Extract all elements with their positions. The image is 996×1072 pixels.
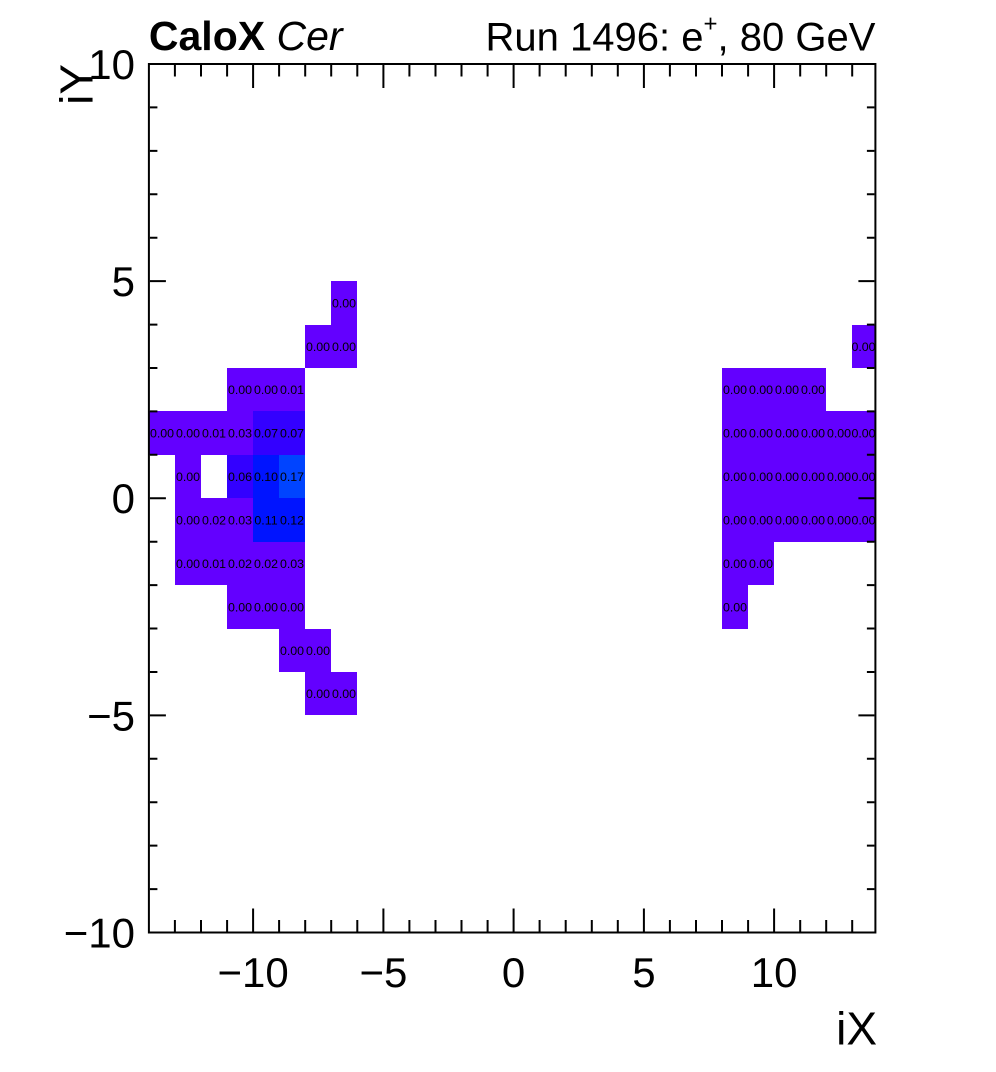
svg-text:0.00: 0.00 xyxy=(775,383,799,397)
svg-text:0: 0 xyxy=(112,475,135,522)
svg-text:0.00: 0.00 xyxy=(827,470,851,484)
svg-text:0.00: 0.00 xyxy=(801,514,825,528)
svg-text:0.00: 0.00 xyxy=(851,340,875,354)
svg-text:5: 5 xyxy=(112,258,135,305)
svg-text:0.00: 0.00 xyxy=(150,427,174,441)
svg-text:0.00: 0.00 xyxy=(775,470,799,484)
svg-text:0.02: 0.02 xyxy=(202,514,226,528)
svg-text:0.11: 0.11 xyxy=(254,514,277,528)
svg-text:0.00: 0.00 xyxy=(228,601,252,615)
svg-text:0.03: 0.03 xyxy=(280,557,304,571)
svg-text:10: 10 xyxy=(88,41,135,88)
svg-text:0.00: 0.00 xyxy=(306,644,330,658)
svg-text:iX: iX xyxy=(836,1003,877,1055)
svg-text:0.00: 0.00 xyxy=(254,383,278,397)
svg-text:0.02: 0.02 xyxy=(228,557,252,571)
svg-text:−10: −10 xyxy=(217,949,288,996)
svg-text:0.00: 0.00 xyxy=(851,427,875,441)
svg-text:0.00: 0.00 xyxy=(851,470,875,484)
svg-text:0.12: 0.12 xyxy=(280,514,304,528)
svg-text:0.00: 0.00 xyxy=(801,470,825,484)
svg-text:0.00: 0.00 xyxy=(749,514,773,528)
svg-text:0.07: 0.07 xyxy=(280,427,304,441)
svg-text:0: 0 xyxy=(502,949,525,996)
svg-text:5: 5 xyxy=(632,949,655,996)
svg-text:0.00: 0.00 xyxy=(749,427,773,441)
svg-text:0.01: 0.01 xyxy=(280,383,304,397)
svg-text:0.00: 0.00 xyxy=(332,340,356,354)
svg-text:0.00: 0.00 xyxy=(775,427,799,441)
svg-text:10: 10 xyxy=(751,949,798,996)
svg-text:0.00: 0.00 xyxy=(332,687,356,701)
svg-text:0.00: 0.00 xyxy=(851,514,875,528)
svg-text:0.07: 0.07 xyxy=(254,427,278,441)
svg-text:−5: −5 xyxy=(87,692,135,739)
svg-text:0.00: 0.00 xyxy=(749,383,773,397)
svg-text:0.00: 0.00 xyxy=(176,514,200,528)
svg-text:−5: −5 xyxy=(359,949,407,996)
svg-text:0.00: 0.00 xyxy=(801,427,825,441)
svg-text:0.00: 0.00 xyxy=(723,557,747,571)
svg-text:0.00: 0.00 xyxy=(176,427,200,441)
svg-text:0.00: 0.00 xyxy=(228,383,252,397)
svg-text:iY: iY xyxy=(51,64,103,105)
svg-text:0.03: 0.03 xyxy=(228,427,252,441)
svg-text:0.17: 0.17 xyxy=(280,470,304,484)
svg-text:0.00: 0.00 xyxy=(723,383,747,397)
svg-text:0.00: 0.00 xyxy=(306,687,330,701)
svg-text:0.01: 0.01 xyxy=(202,427,226,441)
svg-text:−10: −10 xyxy=(64,910,135,957)
svg-text:0.02: 0.02 xyxy=(254,557,278,571)
svg-text:Run 1496: e+, 80 GeV: Run 1496: e+, 80 GeV xyxy=(486,11,876,60)
svg-text:0.00: 0.00 xyxy=(749,557,773,571)
svg-text:0.00: 0.00 xyxy=(775,514,799,528)
svg-text:0.00: 0.00 xyxy=(827,427,851,441)
svg-text:0.00: 0.00 xyxy=(306,340,330,354)
svg-text:0.00: 0.00 xyxy=(723,427,747,441)
svg-text:CaloX Cer: CaloX Cer xyxy=(149,13,345,59)
svg-text:0.06: 0.06 xyxy=(228,470,252,484)
svg-text:0.00: 0.00 xyxy=(801,383,825,397)
svg-text:0.00: 0.00 xyxy=(827,514,851,528)
svg-text:0.03: 0.03 xyxy=(228,514,252,528)
svg-text:0.00: 0.00 xyxy=(176,470,200,484)
svg-text:0.00: 0.00 xyxy=(280,644,304,658)
svg-text:0.00: 0.00 xyxy=(332,297,356,311)
svg-text:0.00: 0.00 xyxy=(723,601,747,615)
svg-text:0.00: 0.00 xyxy=(723,470,747,484)
svg-text:0.01: 0.01 xyxy=(202,557,226,571)
svg-text:0.10: 0.10 xyxy=(254,470,278,484)
svg-text:0.00: 0.00 xyxy=(749,470,773,484)
svg-text:0.00: 0.00 xyxy=(723,514,747,528)
svg-text:0.00: 0.00 xyxy=(254,601,278,615)
svg-text:0.00: 0.00 xyxy=(280,601,304,615)
svg-text:0.00: 0.00 xyxy=(176,557,200,571)
